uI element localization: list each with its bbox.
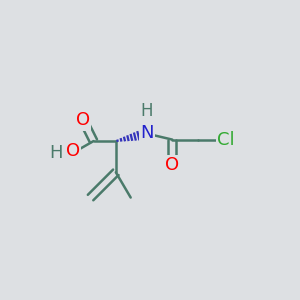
Text: O: O — [165, 156, 179, 174]
Text: O: O — [76, 111, 90, 129]
Text: O: O — [66, 142, 80, 160]
Text: N: N — [140, 124, 154, 142]
Text: Cl: Cl — [217, 130, 235, 148]
Text: H: H — [50, 144, 63, 162]
Text: H: H — [141, 102, 153, 120]
